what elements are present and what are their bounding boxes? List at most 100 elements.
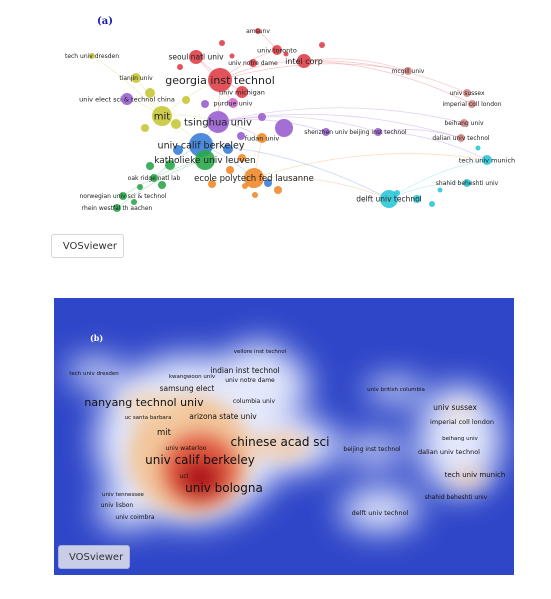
node-label-rhein-westfal-th-aachen: rhein westfal th aachen [82,205,153,212]
node-univ-michigan[interactable] [236,86,248,98]
network-nodes [89,28,492,212]
network-node-minor [274,186,282,194]
network-link [303,60,473,105]
density-label-samsung-elect: samsung elect [160,384,215,393]
node-beihang-univ[interactable] [460,119,468,127]
node-fudan-univ[interactable] [257,133,267,143]
network-link [217,119,327,133]
node-tsinghua-univ[interactable] [207,111,229,133]
density-label-tech-univ-munich: tech univ munich [445,471,506,479]
network-node-minor [219,40,225,46]
node-dalian-univ-technol[interactable] [457,134,465,142]
network-node-minor [141,124,149,132]
node-georgia-inst-technol[interactable] [208,68,232,92]
network-node-minor [177,64,183,70]
node-label-dalian-univ-technol: dalian univ technol [432,135,490,142]
density-label-dalian-univ-technol: dalian univ technol [418,448,480,456]
node-tech-univ-dresden[interactable] [89,53,95,59]
node-label-univ-toronto: univ toronto [257,46,297,54]
density-label-univ-notre-dame: univ notre dame [225,377,275,384]
network-node-minor [264,179,272,187]
network-node-minor [229,53,235,59]
vosviewer-badge-b: VOSviewer [58,545,130,569]
node-beijing-inst-technol[interactable] [374,128,382,136]
network-link [217,107,465,124]
network-node-minor [429,201,435,207]
panel-label-b: (b) [90,333,103,343]
density-label-beihang-univ: beihang univ [442,436,478,442]
density-label-univ-coimbra: univ coimbra [115,514,154,521]
density-label-beijing-inst-technol: beijing inst technol [343,446,400,453]
node-purdue-univ[interactable] [228,98,238,108]
density-label-univ-tennessee: univ tennessee [102,492,145,498]
density-label-univ-british-columbia: univ british columbia [367,387,425,393]
node-label-univ-elect-sci-technol-china: univ elect sci & technol china [79,95,175,103]
node-intel-corp[interactable] [297,54,311,68]
network-link [303,60,468,94]
node-shenzhen-univ[interactable] [322,128,330,136]
node-ecole-polytech-fed-lausanne[interactable] [244,168,264,188]
node-tianjin-univ[interactable] [131,73,141,83]
network-node-minor [475,145,481,151]
node-amsunv[interactable] [255,28,261,34]
vosviewer-logo-icon [58,245,59,247]
node-oak-ridge-natl-lab[interactable] [150,174,158,182]
density-label-univ-waterloo: univ waterloo [166,445,207,452]
node-seoul-natl-univ[interactable] [189,50,203,64]
node-tech-univ-munich[interactable] [482,155,492,165]
panel-label-a: (a) [97,16,113,27]
vosviewer-badge-a: VOSviewer [51,234,124,258]
network-node-minor [252,192,258,198]
node-mit[interactable] [152,106,172,126]
network-node-minor [145,88,155,98]
network-map-a: amsunv univ toronto univ notre dame seoul n… [65,16,515,212]
density-label-chinese-acad-sci: chinese acad sci [231,435,330,449]
node-imperial-coll-london[interactable] [468,100,476,108]
node-label-tsinghua-univ: tsinghua univ [184,118,252,129]
node-label-fudan-univ: fudan univ [245,134,280,142]
node-univ-notre-dame[interactable] [249,59,257,67]
node-label-purdue-univ: purdue univ [213,99,252,107]
network-link [303,58,409,72]
node-katholieke-univ-leuven[interactable] [195,150,215,170]
network-link [253,153,488,179]
node-label-shahid-beheshti-univ: shahid beheshti univ [436,180,499,187]
node-shahid-beheshti-univ[interactable] [463,179,471,187]
node-univ-elect-sci-technol-china[interactable] [121,93,133,105]
density-label-univ-calif-berkeley: univ calif berkeley [145,453,255,467]
network-link [217,116,379,133]
density-label-arizona-state-univ: arizona state univ [189,412,257,421]
node-rhein-westfal-th-aachen[interactable] [113,204,121,212]
network-node-minor [283,51,289,57]
network-node-minor [413,195,421,203]
node-label-ecole-polytech-fed-lausanne: ecole polytech fed lausanne [194,174,314,184]
node-label-tianjin-univ: tianjin univ [119,75,153,82]
node-label-univ-notre-dame: univ notre dame [228,60,278,67]
node-label-beijing-inst-technol: beijing inst technol [349,129,406,136]
network-node-minor [223,144,233,154]
node-label-katholieke-univ-leuven: katholieke univ leuven [154,156,256,166]
node-label-norwegian-univ-sci-technol: norwegian univ sci & technol [79,193,166,200]
network-link [91,55,163,117]
network-node-minor [171,119,181,129]
network-link [377,129,462,139]
network-node-minor [437,187,443,193]
node-label-tech-univ-munich: tech univ munich [459,156,515,164]
node-label-delft-univ-technol: delft univ technol [356,195,422,204]
density-label-uc-santa-barbara: uc santa barbara [125,415,172,421]
node-label-tech-univ-dresden: tech univ dresden [65,53,119,60]
node-mcgill-univ[interactable] [404,67,412,75]
node-label-amsunv: amsunv [246,28,270,35]
node-label-mit: mit [154,112,171,123]
network-node-minor [201,100,209,108]
node-univ-sussex[interactable] [463,89,471,97]
node-norwegian-univ-sci-technol[interactable] [119,192,127,200]
node-delft-univ-technol[interactable] [380,190,398,208]
vosviewer-badge-label: VOSviewer [69,551,124,563]
network-node-minor [275,119,293,137]
density-label-delft-univ-technol: delft univ technol [352,509,409,517]
vosviewer-badge-label: VOSviewer [62,240,117,252]
network-node-minor [238,154,246,162]
node-univ-toronto[interactable] [272,45,282,55]
